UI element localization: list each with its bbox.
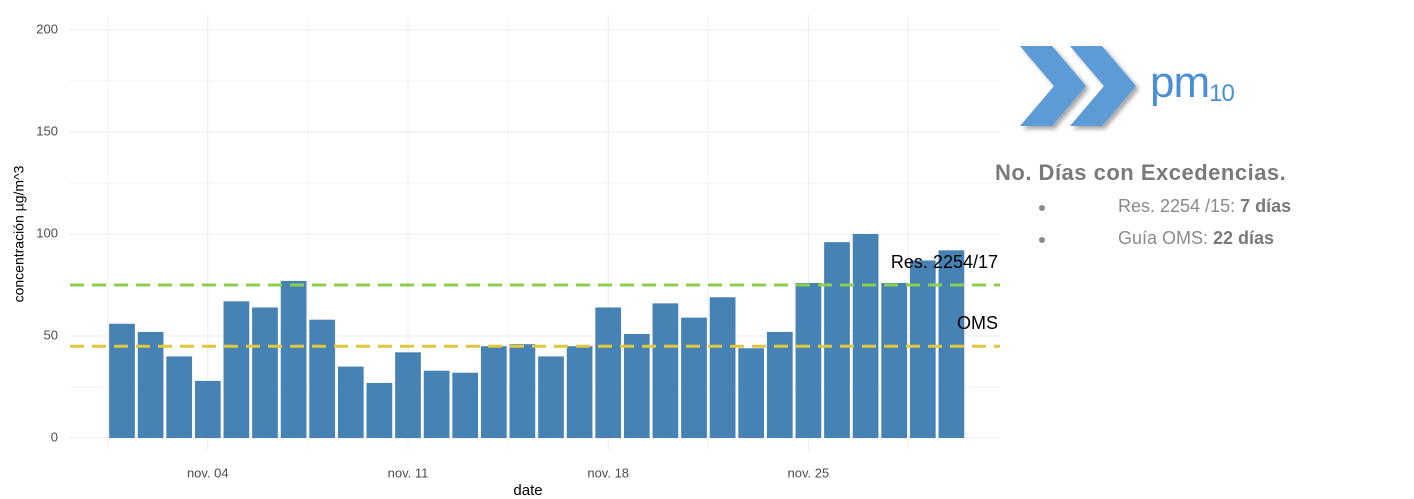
bar: [681, 317, 707, 438]
bar: [480, 346, 507, 438]
bar: [538, 356, 564, 438]
bar: [595, 307, 622, 438]
title: pm: [1150, 58, 1210, 107]
bar: [194, 380, 221, 438]
y-tick-label: 0: [51, 429, 58, 444]
reference-label: Res. 2254/17: [891, 252, 998, 272]
bullet-list: Res. 2254 /15: 7 días Guía OMS: 22 días: [998, 196, 1291, 260]
x-tick-label: nov. 11: [388, 465, 429, 480]
reference-label: OMS: [957, 313, 998, 333]
subscript: 10: [1209, 80, 1235, 107]
y-tick-label: 100: [36, 225, 58, 240]
x-tick-label: nov. 25: [788, 465, 830, 480]
bar: [881, 282, 908, 438]
y-axis-label: concentración µg/m^3: [11, 165, 27, 302]
bar: [795, 282, 822, 438]
bar: [109, 323, 135, 438]
y-tick-label: 150: [36, 123, 58, 138]
bar: [509, 344, 536, 438]
bar: [938, 250, 965, 438]
bar: [395, 352, 421, 438]
bar: [909, 260, 936, 438]
bar: [709, 297, 736, 438]
bar: [452, 372, 479, 438]
bar: [766, 331, 793, 438]
bar: [309, 319, 336, 438]
bar: [280, 280, 307, 438]
value: 7 días: [1240, 196, 1292, 216]
x-tick-label: nov. 18: [587, 465, 629, 480]
value: 22 días: [1213, 228, 1275, 248]
bar: [623, 333, 650, 438]
label: Res. 2254 /15:: [1118, 196, 1241, 216]
bar: [566, 346, 593, 438]
bar: [137, 331, 164, 438]
y-tick-label: 50: [44, 327, 58, 342]
label: Guía OMS:: [1118, 228, 1214, 248]
bar: [252, 307, 278, 438]
bar: [652, 303, 679, 438]
x-axis-label: date: [513, 482, 542, 499]
bar: [852, 234, 879, 438]
bar: [366, 382, 393, 438]
bar: [824, 242, 850, 438]
bullet: Res. 2254 /15: 7 días: [998, 196, 1291, 228]
bar: [337, 366, 364, 438]
x-tick-label: nov. 04: [187, 465, 229, 480]
chart: date concentración µg/m^3 0 50 100 150 200 no…: [11, 15, 1000, 499]
bar: [223, 301, 250, 438]
bar: [166, 356, 193, 438]
panel-title: pm10: [1150, 58, 1235, 108]
heading: No. Días con Excedencias.: [995, 160, 1287, 185]
y-tick-label: 200: [36, 21, 58, 36]
bar: [423, 370, 450, 438]
chevron-icon: [1020, 46, 1136, 126]
bar: [738, 348, 765, 438]
bullet: Guía OMS: 22 días: [998, 228, 1291, 260]
